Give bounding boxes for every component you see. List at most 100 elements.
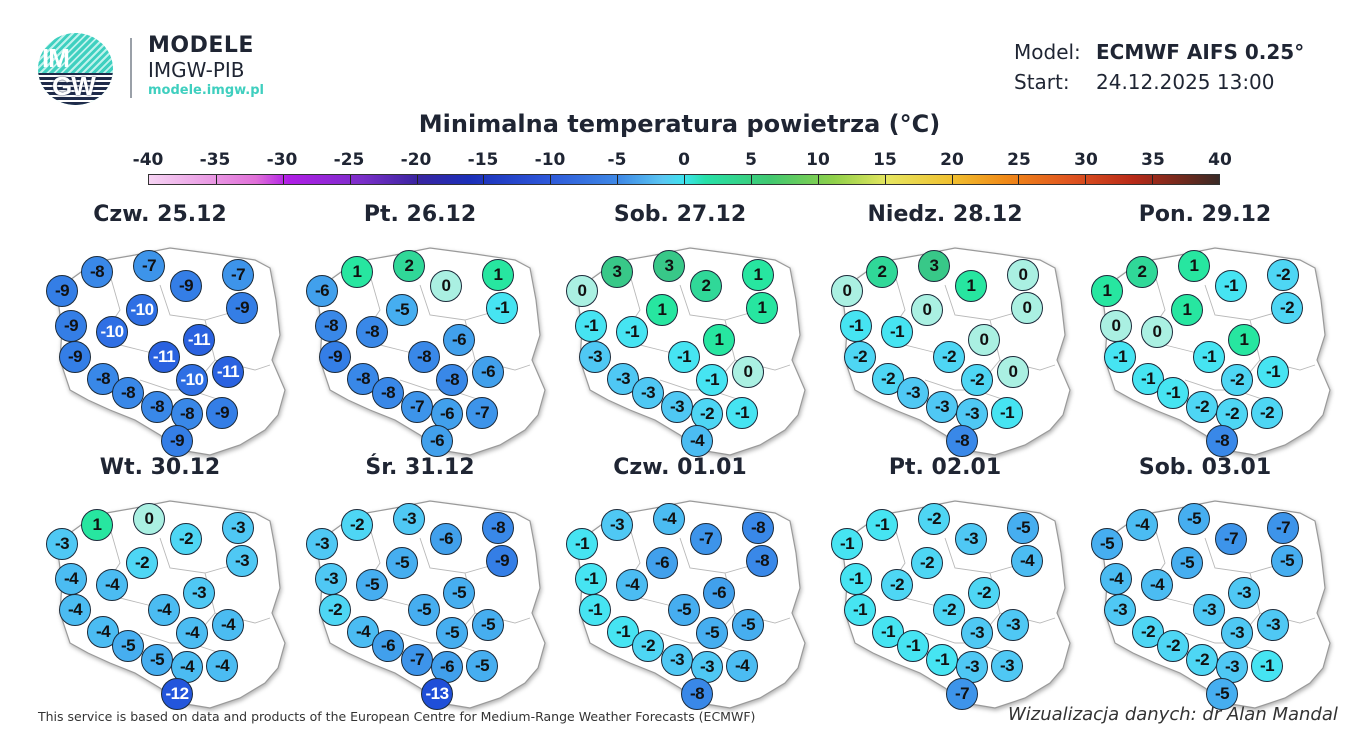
station-temperature-marker: -4 bbox=[681, 425, 713, 457]
day-map-panel: Niedz. 28.12 0 2 3 1 0 0 -1 0 -1 0 -2 -2 -2 0 -2 -3 -3 -3-… bbox=[815, 202, 1075, 457]
station-temperature-marker: -3 bbox=[601, 509, 633, 541]
station-temperature-marker: -2 bbox=[918, 503, 950, 535]
colorbar-tick-label: -40 bbox=[132, 150, 164, 170]
day-map-panel: Czw. 25.12 -9 -8 -7 -9 -7 -9 -9 -10 -10 -11 -9 -11 -1… bbox=[30, 202, 290, 457]
station-temperature-marker: 3 bbox=[653, 250, 685, 282]
station-temperature-marker: 2 bbox=[393, 250, 425, 282]
station-temperature-marker: -6 bbox=[372, 630, 404, 662]
colorbar-tick-label: -35 bbox=[199, 150, 231, 170]
station-temperature-marker: -1 bbox=[616, 316, 648, 348]
station-temperature-marker: -4 bbox=[1100, 563, 1132, 595]
station-temperature-marker: -2 bbox=[1186, 644, 1218, 676]
station-temperature-marker: -4 bbox=[616, 569, 648, 601]
station-temperature-marker: -3 bbox=[955, 523, 987, 555]
station-temperature-marker: -9 bbox=[226, 292, 258, 324]
station-temperature-marker: 1 bbox=[1091, 275, 1123, 307]
station-temperature-marker: 0 bbox=[1141, 316, 1173, 348]
station-temperature-marker: -5 bbox=[732, 609, 764, 641]
station-temperature-marker: -9 bbox=[170, 270, 202, 302]
station-temperature-marker: -4 bbox=[726, 650, 758, 682]
station-temperature-marker: -7 bbox=[946, 678, 978, 710]
station-temperature-marker: -4 bbox=[55, 563, 87, 595]
station-temperature-marker: -5 bbox=[1206, 678, 1238, 710]
station-temperature-marker: -3 bbox=[222, 512, 254, 544]
station-temperature-marker: 0 bbox=[1100, 310, 1132, 342]
station-temperature-marker: -4 bbox=[653, 503, 685, 535]
station-temperature-marker: -5 bbox=[443, 577, 475, 609]
station-temperature-marker: -1 bbox=[726, 397, 758, 429]
station-temperature-marker: -6 bbox=[431, 651, 463, 683]
station-temperature-marker: -11 bbox=[183, 324, 215, 356]
station-temperature-marker: -2 bbox=[319, 594, 351, 626]
station-temperature-marker: -2 bbox=[1216, 398, 1248, 430]
day-title: Niedz. 28.12 bbox=[867, 202, 1023, 227]
station-temperature-marker: -5 bbox=[1171, 547, 1203, 579]
station-temperature-marker: -7 bbox=[222, 259, 254, 291]
station-temperature-marker: -5 bbox=[1178, 503, 1210, 535]
station-temperature-marker: -7 bbox=[1267, 512, 1299, 544]
station-temperature-marker: -5 bbox=[1007, 512, 1039, 544]
station-temperature-marker: -3 bbox=[961, 617, 993, 649]
station-temperature-marker: -1 bbox=[607, 616, 639, 648]
station-temperature-marker: -3 bbox=[1257, 609, 1289, 641]
station-temperature-marker: -3 bbox=[991, 650, 1023, 682]
station-temperature-marker: -1 bbox=[866, 509, 898, 541]
station-temperature-marker: -1 bbox=[575, 563, 607, 595]
start-label: Start: bbox=[1014, 70, 1070, 94]
station-temperature-marker: -3 bbox=[1221, 617, 1253, 649]
station-temperature-marker: -4 bbox=[347, 616, 379, 648]
station-temperature-marker: -1 bbox=[881, 316, 913, 348]
colorbar-tick-label: -20 bbox=[400, 150, 432, 170]
station-temperature-marker: -5 bbox=[1271, 545, 1303, 577]
station-temperature-marker: 0 bbox=[1007, 259, 1039, 291]
brand-title: MODELE bbox=[148, 33, 254, 58]
station-temperature-marker: -5 bbox=[472, 609, 504, 641]
colorbar-tick bbox=[215, 175, 217, 184]
colorbar-tick bbox=[349, 175, 351, 184]
station-temperature-marker: -3 bbox=[632, 377, 664, 409]
station-temperature-marker: -8 bbox=[372, 377, 404, 409]
colorbar-tick-label: -15 bbox=[467, 150, 499, 170]
station-temperature-marker: -8 bbox=[112, 377, 144, 409]
station-temperature-marker: 2 bbox=[690, 270, 722, 302]
station-temperature-marker: 0 bbox=[430, 270, 462, 302]
station-temperature-marker: -1 bbox=[991, 397, 1023, 429]
station-temperature-marker: 0 bbox=[968, 324, 1000, 356]
station-temperature-marker: -1 bbox=[1251, 650, 1283, 682]
colorbar-tick bbox=[416, 175, 418, 184]
station-temperature-marker: -9 bbox=[46, 275, 78, 307]
station-temperature-marker: -2 bbox=[1271, 292, 1303, 324]
station-temperature-marker: -5 bbox=[1091, 528, 1123, 560]
station-temperature-marker: -3 bbox=[897, 377, 929, 409]
brand-subtitle: IMGW-PIB bbox=[148, 58, 245, 82]
station-temperature-marker: -2 bbox=[881, 569, 913, 601]
station-temperature-marker: -9 bbox=[319, 341, 351, 373]
station-temperature-marker: -10 bbox=[126, 294, 158, 326]
day-title: Sob. 03.01 bbox=[1138, 455, 1272, 480]
day-map-panel: Sob. 03.01 -5 -4 -5 -7 -7 -5 -4 -5 -4 -3 -3 -3 -3 -3 -2… bbox=[1075, 455, 1335, 710]
logo-text-top: IM bbox=[42, 43, 70, 73]
brand-url[interactable]: modele.imgw.pl bbox=[148, 83, 264, 98]
station-temperature-marker: -5 bbox=[356, 569, 388, 601]
day-map-panel: Śr. 31.12 -3 -2 -3 -6 -8 -9 -3 -5 -5 -5 -2 -5 -5 -5 -4-… bbox=[290, 455, 550, 710]
logo-text-bottom: GW bbox=[52, 71, 96, 101]
station-temperature-marker: -3 bbox=[579, 341, 611, 373]
station-temperature-marker: -12 bbox=[161, 678, 193, 710]
station-temperature-marker: -5 bbox=[141, 644, 173, 676]
colorbar-tick bbox=[951, 175, 953, 184]
station-temperature-marker: -1 bbox=[926, 644, 958, 676]
station-temperature-marker: -1 bbox=[566, 528, 598, 560]
station-temperature-marker: -1 bbox=[575, 310, 607, 342]
station-temperature-marker: 0 bbox=[1011, 292, 1043, 324]
model-info: Model: ECMWF AIFS 0.25° Start: 24.12.202… bbox=[1014, 37, 1304, 97]
station-temperature-marker: -3 bbox=[691, 651, 723, 683]
station-temperature-marker: -2 bbox=[1186, 391, 1218, 423]
colorbar-tick bbox=[750, 175, 752, 184]
colorbar-tick bbox=[282, 175, 284, 184]
station-temperature-marker: -3 bbox=[1104, 594, 1136, 626]
station-temperature-marker: -8 bbox=[81, 256, 113, 288]
station-temperature-marker: -4 bbox=[1141, 569, 1173, 601]
colorbar-tick-label: -30 bbox=[266, 150, 298, 170]
station-temperature-marker: 0 bbox=[997, 356, 1029, 388]
colorbar-tick bbox=[884, 175, 886, 184]
